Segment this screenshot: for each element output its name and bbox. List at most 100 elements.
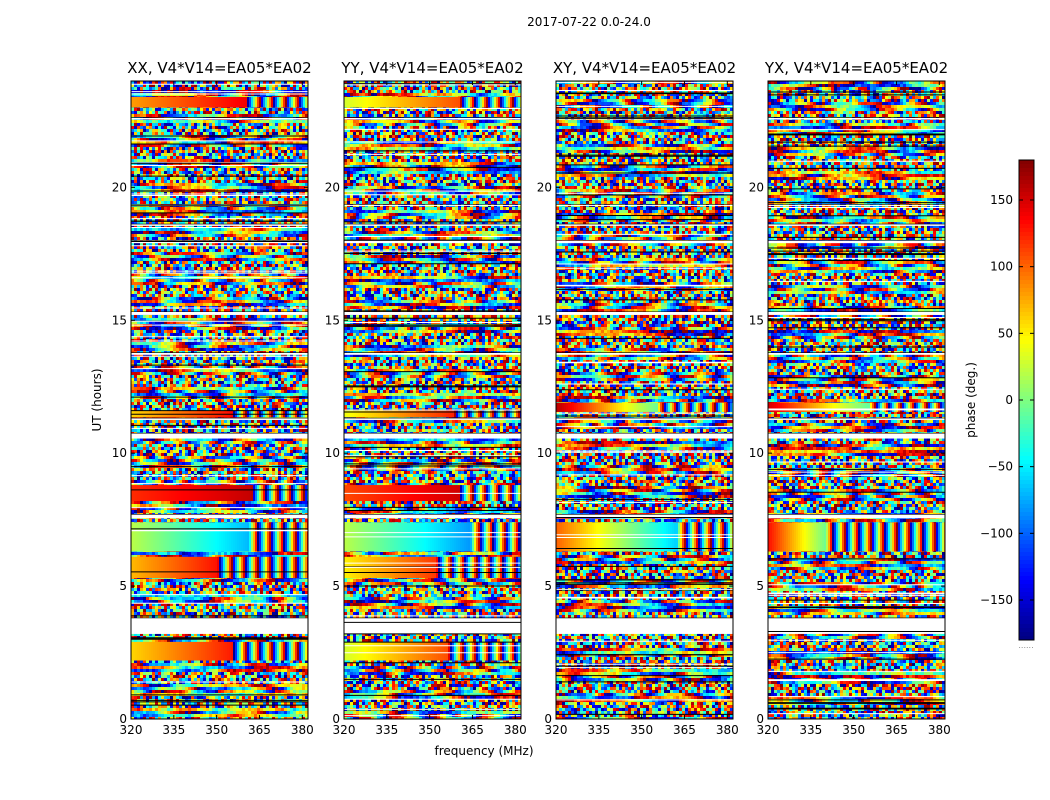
panel-3-xtick-label-4: 380 xyxy=(928,723,951,737)
colorbar-segment xyxy=(1019,348,1034,353)
colorbar-segment xyxy=(1019,336,1034,341)
colorbar-segment xyxy=(1019,572,1034,577)
colorbar-segment xyxy=(1019,576,1034,581)
colorbar-segment xyxy=(1019,636,1034,641)
colorbar-segment xyxy=(1019,448,1034,453)
colorbar-segment xyxy=(1019,608,1034,613)
colorbar-segment xyxy=(1019,500,1034,505)
colorbar-segment xyxy=(1019,620,1034,625)
colorbar-segment xyxy=(1019,580,1034,585)
panel-1-xtick-label-0: 320 xyxy=(333,723,356,737)
panel-3-ytick-label-0: 0 xyxy=(756,712,764,726)
panel-0-ytick-label-0: 0 xyxy=(119,712,127,726)
colorbar-segment xyxy=(1019,192,1034,197)
panel-2-ytick-label-2: 10 xyxy=(537,446,552,460)
panel-3-xtick-label-0: 320 xyxy=(757,723,780,737)
panel-1-ytick-label-0: 0 xyxy=(332,712,340,726)
colorbar-segment xyxy=(1019,252,1034,257)
colorbar-tick-label-1: 100 xyxy=(990,260,1013,274)
panel-3: YX, V4*V14=EA05*EA02 320 335 350 365 380 0 5 10 1… xyxy=(749,59,951,737)
colorbar-segment xyxy=(1019,496,1034,501)
colorbar-segment xyxy=(1019,452,1034,457)
colorbar-segment xyxy=(1019,280,1034,285)
panel-1-frame xyxy=(343,80,522,720)
colorbar-segment xyxy=(1019,160,1034,165)
panel-0: XX, V4*V14=EA05*EA02 320 335 350 365 380 0 5 10 1… xyxy=(112,59,314,737)
colorbar-tick-label-3: 0 xyxy=(1005,393,1013,407)
colorbar-segment xyxy=(1019,328,1034,333)
colorbar-segment xyxy=(1019,196,1034,201)
colorbar-segment xyxy=(1019,308,1034,313)
colorbar-segment xyxy=(1019,268,1034,273)
panel-1-ytick-label-1: 5 xyxy=(332,579,340,593)
panel-0-ytick-label-2: 10 xyxy=(112,446,127,460)
panel-3-xtick-label-3: 365 xyxy=(885,723,908,737)
colorbar-segment xyxy=(1019,180,1034,185)
colorbar-segment xyxy=(1019,456,1034,461)
colorbar-segment xyxy=(1019,536,1034,541)
panel-3-ytick-label-2: 10 xyxy=(749,446,764,460)
panel-0-ytick-label-1: 5 xyxy=(119,579,127,593)
colorbar-segment xyxy=(1019,488,1034,493)
colorbar-label: phase (deg.) xyxy=(964,362,978,438)
colorbar-segment xyxy=(1019,316,1034,321)
panel-0-xtick-label-0: 320 xyxy=(120,723,143,737)
colorbar-segment xyxy=(1019,396,1034,401)
panel-2-xtick-label-1: 335 xyxy=(587,723,610,737)
colorbar-segment xyxy=(1019,372,1034,377)
colorbar-segment xyxy=(1019,556,1034,561)
panel-1-title: YY, V4*V14=EA05*EA02 xyxy=(340,59,523,77)
panel-3-xtick-label-2: 350 xyxy=(842,723,865,737)
colorbar-segment xyxy=(1019,356,1034,361)
colorbar-segment xyxy=(1019,504,1034,509)
colorbar-segment xyxy=(1019,400,1034,405)
colorbar-segment xyxy=(1019,260,1034,265)
colorbar-segment xyxy=(1019,364,1034,369)
colorbar-segment xyxy=(1019,628,1034,633)
colorbar-segment xyxy=(1019,632,1034,637)
colorbar-segment xyxy=(1019,304,1034,309)
colorbar-segment xyxy=(1019,552,1034,557)
colorbar-segment xyxy=(1019,172,1034,177)
panel-2-ytick-label-0: 0 xyxy=(544,712,552,726)
colorbar-segment xyxy=(1019,432,1034,437)
panel-0-xtick-label-4: 380 xyxy=(291,723,314,737)
colorbar-segment xyxy=(1019,460,1034,465)
colorbar-segment xyxy=(1019,380,1034,385)
panel-3-frame xyxy=(767,80,946,720)
colorbar-segment xyxy=(1019,424,1034,429)
colorbar-segment xyxy=(1019,164,1034,169)
colorbar-tick-label-2: 50 xyxy=(998,326,1013,340)
colorbar-segment xyxy=(1019,408,1034,413)
colorbar-segment xyxy=(1019,312,1034,317)
colorbar-footnote: ...... xyxy=(1018,641,1033,650)
colorbar-segment xyxy=(1019,532,1034,537)
panel-1-xtick-label-2: 350 xyxy=(418,723,441,737)
colorbar: 150 100 50 0 −50 −100 −150 xyxy=(980,159,1035,641)
panel-0-xtick-label-2: 350 xyxy=(205,723,228,737)
colorbar-segment xyxy=(1019,484,1034,489)
panel-1-xtick-label-3: 365 xyxy=(461,723,484,737)
panel-1-xtick-label-1: 335 xyxy=(375,723,398,737)
panel-2-heatmap xyxy=(556,81,733,719)
colorbar-segment xyxy=(1019,492,1034,497)
panel-3-heatmap xyxy=(768,81,945,719)
y-axis-label: UT (hours) xyxy=(90,368,104,431)
colorbar-segment xyxy=(1019,548,1034,553)
colorbar-segment xyxy=(1019,444,1034,449)
colorbar-segment xyxy=(1019,360,1034,365)
colorbar-segment xyxy=(1019,524,1034,529)
colorbar-segment xyxy=(1019,404,1034,409)
colorbar-segment xyxy=(1019,476,1034,481)
panels-layer: XX, V4*V14=EA05*EA02 320 335 350 365 380 0 5 10 1… xyxy=(112,59,951,737)
panel-2-ytick-label-3: 15 xyxy=(537,313,552,327)
colorbar-segment xyxy=(1019,272,1034,277)
colorbar-segment xyxy=(1019,584,1034,589)
colorbar-segment xyxy=(1019,468,1034,473)
colorbar-segment xyxy=(1019,212,1034,217)
panel-2-title: XY, V4*V14=EA05*EA02 xyxy=(553,59,736,77)
panel-1-ytick-label-4: 20 xyxy=(325,180,340,194)
colorbar-segment xyxy=(1019,248,1034,253)
colorbar-segment xyxy=(1019,516,1034,521)
